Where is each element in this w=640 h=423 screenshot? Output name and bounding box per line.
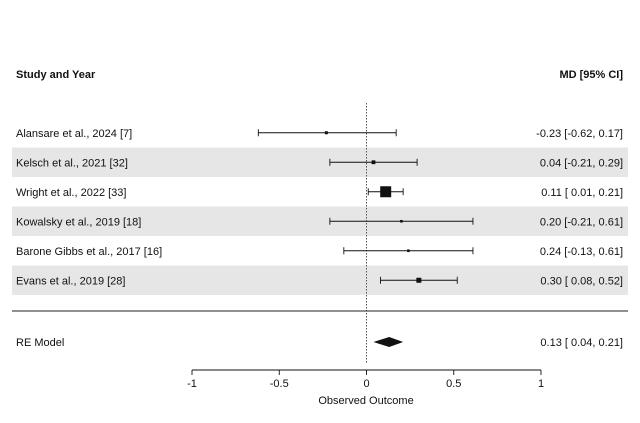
point-estimate xyxy=(407,249,410,253)
study-row: Evans et al., 2019 [28] 0.30 [ 0.08, 0.52… xyxy=(16,275,623,287)
study-rows: Alansare et al., 2024 [7] -0.23 [-0.62, 0… xyxy=(16,128,623,288)
study-label: Kelsch et al., 2021 [32] xyxy=(16,157,128,169)
row-band xyxy=(12,147,628,177)
x-tick-label: -1 xyxy=(187,378,197,390)
x-axis: -1 -0.5 0 0.5 1 xyxy=(187,369,544,390)
ci-text: 0.24 [-0.13, 0.61] xyxy=(540,246,623,258)
point-estimate xyxy=(416,277,422,283)
ci-text: -0.23 [-0.62, 0.17] xyxy=(536,128,623,140)
ci-text: 0.04 [-0.21, 0.29] xyxy=(540,157,623,169)
x-tick-label: 1 xyxy=(538,378,544,390)
summary-row: RE Model 0.13 [ 0.04, 0.21] xyxy=(16,337,623,349)
study-row: Kelsch et al., 2021 [32] 0.04 [-0.21, 0.2… xyxy=(16,157,623,169)
x-tick-label: 0.5 xyxy=(446,378,461,390)
study-row: Alansare et al., 2024 [7] -0.23 [-0.62, 0… xyxy=(16,128,623,140)
summary-label: RE Model xyxy=(16,337,64,349)
study-label: Alansare et al., 2024 [7] xyxy=(16,128,132,140)
x-axis-label: Observed Outcome xyxy=(318,395,413,407)
x-tick-label: -0.5 xyxy=(270,378,289,390)
study-label: Barone Gibbs et al., 2017 [16] xyxy=(16,246,162,258)
study-label: Kowalsky et al., 2019 [18] xyxy=(16,216,141,228)
row-band xyxy=(12,206,628,236)
x-tick-label: 0 xyxy=(363,378,369,390)
row-band xyxy=(12,265,628,295)
study-label: Evans et al., 2019 [28] xyxy=(16,275,125,287)
summary-ci-text: 0.13 [ 0.04, 0.21] xyxy=(540,337,623,349)
study-row: Barone Gibbs et al., 2017 [16] 0.24 [-0.1… xyxy=(16,246,623,258)
study-row: Kowalsky et al., 2019 [18] 0.20 [-0.21, 0… xyxy=(16,216,623,228)
summary-diamond xyxy=(373,337,404,347)
ci-text: 0.20 [-0.21, 0.61] xyxy=(540,216,623,228)
point-estimate xyxy=(380,186,392,198)
ci-text: 0.11 [ 0.01, 0.21] xyxy=(541,187,623,199)
study-label: Wright et al., 2022 [33] xyxy=(16,187,126,199)
ci-text: 0.30 [ 0.08, 0.52] xyxy=(540,275,623,287)
point-estimate xyxy=(324,131,328,135)
left-header: Study and Year xyxy=(16,69,96,81)
point-estimate xyxy=(400,219,403,223)
point-estimate xyxy=(371,160,376,165)
right-header: MD [95% CI] xyxy=(559,69,623,81)
study-row: Wright et al., 2022 [33] 0.11 [ 0.01, 0.2… xyxy=(16,186,623,199)
row-shading xyxy=(12,147,628,295)
